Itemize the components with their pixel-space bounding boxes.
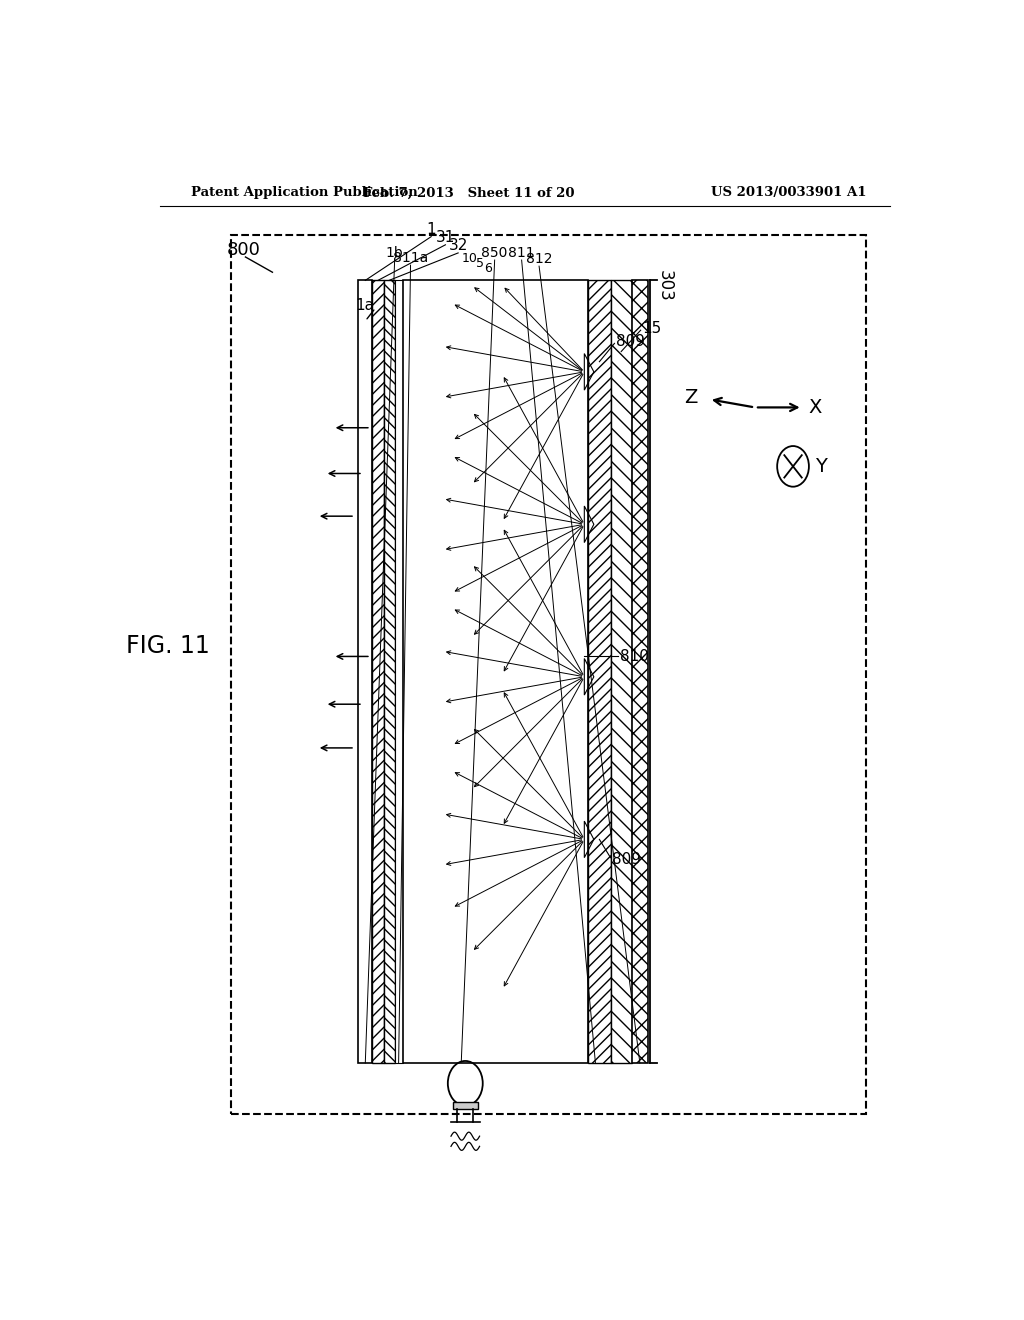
Text: 811: 811 <box>508 246 535 260</box>
Text: 811a: 811a <box>393 251 428 265</box>
Text: Patent Application Publication: Patent Application Publication <box>191 186 418 199</box>
Text: Z: Z <box>684 388 697 407</box>
Polygon shape <box>453 1102 478 1109</box>
Text: Y: Y <box>815 457 827 477</box>
Text: 5: 5 <box>475 257 483 271</box>
Polygon shape <box>632 280 648 1063</box>
Text: 10: 10 <box>461 252 477 265</box>
Text: 31: 31 <box>436 230 455 244</box>
Polygon shape <box>394 280 402 1063</box>
Text: 1b: 1b <box>386 246 403 260</box>
Polygon shape <box>373 280 384 1063</box>
Text: 1a: 1a <box>355 298 374 313</box>
Text: 303: 303 <box>655 269 674 301</box>
Text: 809: 809 <box>616 334 645 348</box>
Text: 15: 15 <box>642 321 662 335</box>
Text: 6: 6 <box>484 263 493 276</box>
Polygon shape <box>358 280 373 1063</box>
Text: FIG. 11: FIG. 11 <box>126 635 210 659</box>
Polygon shape <box>402 280 588 1063</box>
Text: 800: 800 <box>227 240 261 259</box>
Polygon shape <box>588 280 610 1063</box>
Text: 812: 812 <box>526 252 552 267</box>
Text: 809: 809 <box>612 853 641 867</box>
Text: X: X <box>809 397 822 417</box>
Text: US 2013/0033901 A1: US 2013/0033901 A1 <box>711 186 866 199</box>
Text: 32: 32 <box>449 238 468 253</box>
Text: 850: 850 <box>481 246 508 260</box>
Text: 1: 1 <box>426 222 436 236</box>
Polygon shape <box>384 280 394 1063</box>
Polygon shape <box>610 280 632 1063</box>
Text: Feb. 7, 2013   Sheet 11 of 20: Feb. 7, 2013 Sheet 11 of 20 <box>364 186 575 199</box>
Text: 810: 810 <box>620 649 649 664</box>
